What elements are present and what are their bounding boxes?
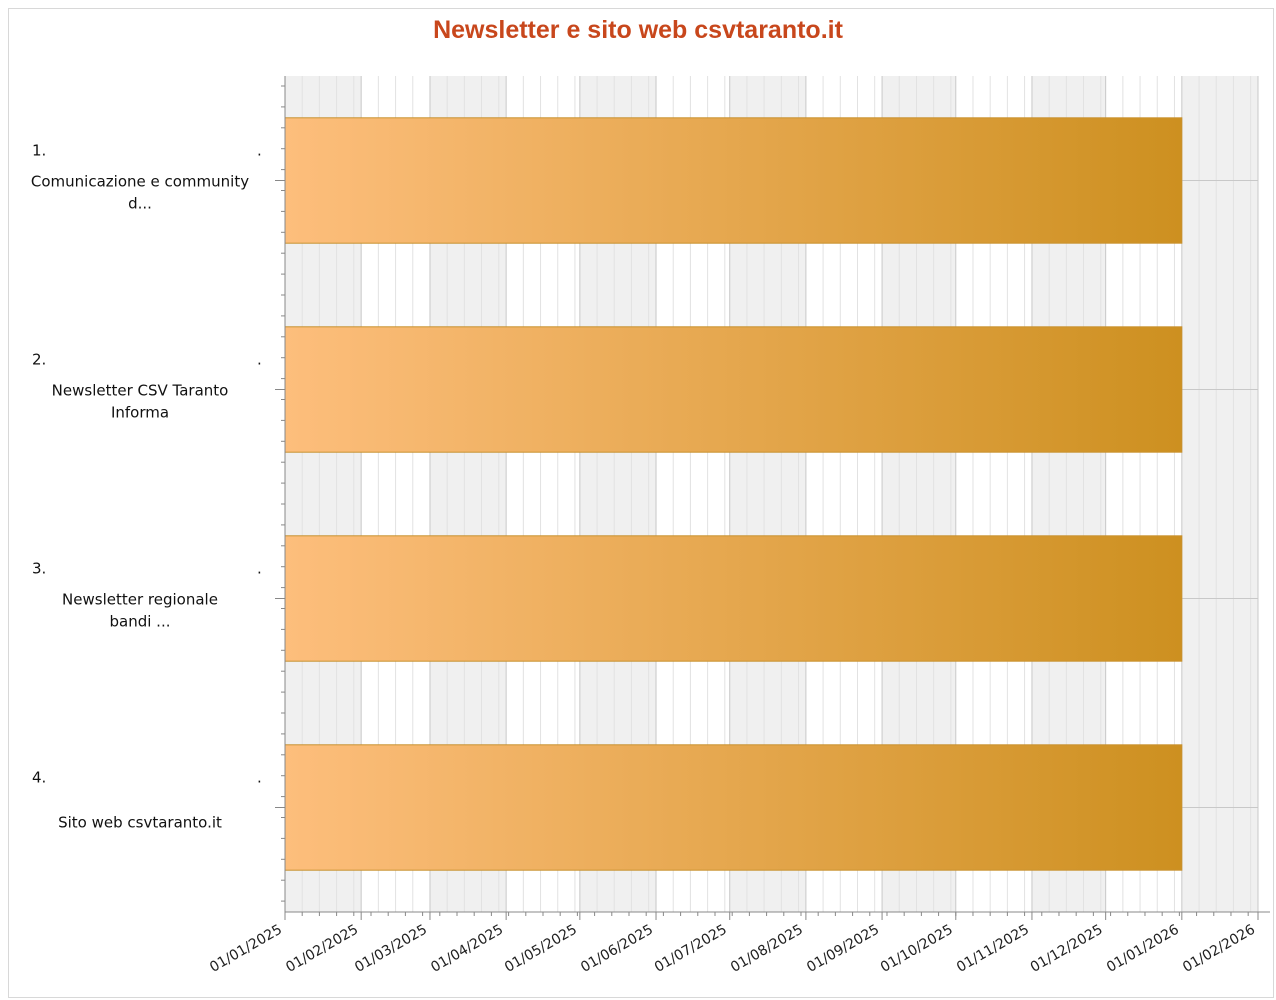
x-tick-label: 01/02/2026 [1180, 922, 1258, 976]
x-tick-label: 01/12/2025 [1028, 922, 1106, 976]
category-dot: . [257, 351, 262, 369]
category-labels: 1. . Comunicazione e community d... 2. . Newsl… [31, 142, 262, 832]
category-label: Informa [111, 404, 169, 422]
task-bar [284, 117, 1183, 244]
category-dot: . [257, 560, 262, 578]
x-tick-label: 01/05/2025 [502, 922, 580, 976]
task-bar [284, 535, 1183, 662]
x-tick-label: 01/02/2025 [283, 922, 361, 976]
category-number: 2. [32, 351, 46, 369]
category-number: 3. [32, 560, 46, 578]
month-band [1181, 76, 1258, 912]
x-tick-label: 01/11/2025 [954, 922, 1032, 976]
x-tick-label: 01/01/2026 [1104, 922, 1182, 976]
category-number: 1. [32, 142, 46, 160]
axes [275, 76, 1270, 920]
x-tick-label: 01/08/2025 [728, 922, 806, 976]
x-tick-label: 01/01/2025 [207, 922, 285, 976]
chart-title: Newsletter e sito web csvtaranto.it [433, 16, 843, 44]
x-tick-label: 01/09/2025 [804, 922, 882, 976]
x-tick-label: 01/10/2025 [878, 922, 956, 976]
category-dot: . [257, 142, 262, 160]
category-label: Sito web csvtaranto.it [58, 814, 222, 832]
category-label: Newsletter regionale [62, 591, 218, 609]
x-tick-label: 01/04/2025 [428, 922, 506, 976]
category-number: 4. [32, 769, 46, 787]
x-tick-labels: 01/01/202501/02/202501/03/202501/04/2025… [207, 922, 1258, 976]
task-bar [284, 744, 1183, 871]
task-bars [284, 117, 1183, 871]
category-dot: . [257, 769, 262, 787]
x-tick-label: 01/06/2025 [578, 922, 656, 976]
category-label: bandi ... [110, 613, 171, 631]
x-tick-label: 01/03/2025 [352, 922, 430, 976]
category-label: d... [128, 195, 152, 213]
category-label: Comunicazione e community [31, 173, 249, 191]
x-tick-label: 01/07/2025 [652, 922, 730, 976]
category-label: Newsletter CSV Taranto [52, 382, 229, 400]
task-bar [284, 326, 1183, 453]
